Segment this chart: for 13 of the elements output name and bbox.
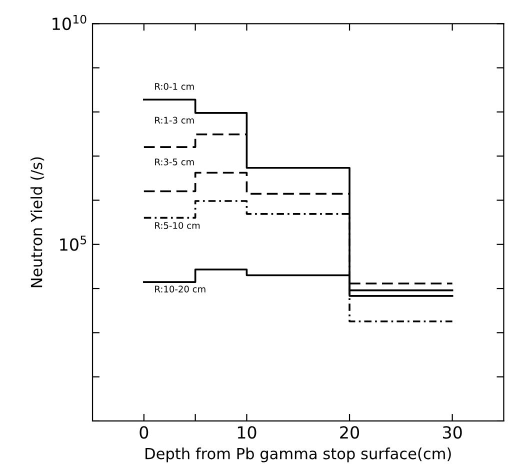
y-tick-label: 10$^{10}$ — [52, 14, 86, 30]
y-tick-label: 10$^{5}$ — [60, 236, 86, 251]
x-tick-label: 20 — [340, 426, 360, 439]
y-axis-title: Neutron Yield (/s) — [30, 157, 44, 288]
annotation: R:1-3 cm — [155, 116, 194, 124]
x-tick-label: 30 — [442, 426, 462, 439]
annotation: R:10-20 cm — [155, 286, 206, 292]
annotation: R:3-5 cm — [155, 158, 194, 166]
annotation: R:0-1 cm — [155, 83, 194, 90]
x-axis-title: Depth from Pb gamma stop surface(cm) — [146, 448, 451, 462]
x-tick-label: 10 — [238, 426, 256, 439]
x-tick-label: 0 — [140, 426, 148, 439]
annotation: R:5-10 cm — [155, 222, 200, 229]
